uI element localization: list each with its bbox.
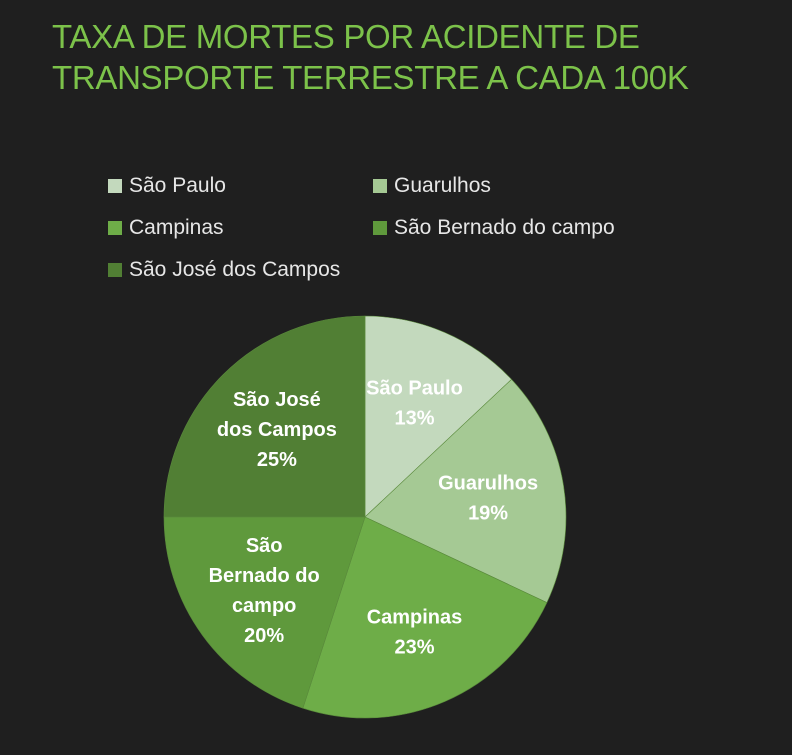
- legend-label: São José dos Campos: [129, 258, 341, 281]
- legend-label: São Bernado do campo: [394, 216, 615, 239]
- legend-item-sao-jose-dos-campos: São José dos Campos: [108, 258, 340, 282]
- pie-slice: [163, 315, 366, 518]
- legend-swatch: [108, 179, 122, 193]
- pie-slice: [364, 315, 512, 518]
- legend-swatch: [108, 263, 122, 277]
- chart-title-line-1: TAXA DE MORTES POR ACIDENTE DE: [52, 18, 640, 55]
- legend-label: São Paulo: [129, 174, 226, 197]
- slice-data-label: São Bernado do campo 20%: [209, 535, 320, 647]
- pie-slice: [364, 378, 567, 603]
- legend-item-sao-bernado-do-campo: São Bernado do campo: [373, 216, 615, 240]
- legend-item-campinas: Campinas: [108, 216, 224, 240]
- legend-item-guarulhos: Guarulhos: [373, 174, 491, 198]
- legend-item-sao-paulo: São Paulo: [108, 174, 226, 198]
- legend-label: Guarulhos: [394, 174, 491, 197]
- pie-slice: [302, 516, 548, 719]
- legend-label: Campinas: [129, 216, 224, 239]
- slice-data-label: São José dos Campos 25%: [217, 389, 337, 471]
- chart-title: TAXA DE MORTES POR ACIDENTE DE TRANSPORT…: [52, 16, 689, 98]
- legend-swatch: [108, 221, 122, 235]
- legend-swatch: [373, 221, 387, 235]
- chart-title-line-2: TRANSPORTE TERRESTRE A CADA 100K: [52, 59, 689, 96]
- legend-swatch: [373, 179, 387, 193]
- pie-slice: [163, 516, 366, 709]
- slice-data-label: Guarulhos 19%: [438, 473, 538, 525]
- slice-data-label: São Paulo 13%: [366, 378, 463, 430]
- slice-data-label: Campinas 23%: [367, 606, 463, 658]
